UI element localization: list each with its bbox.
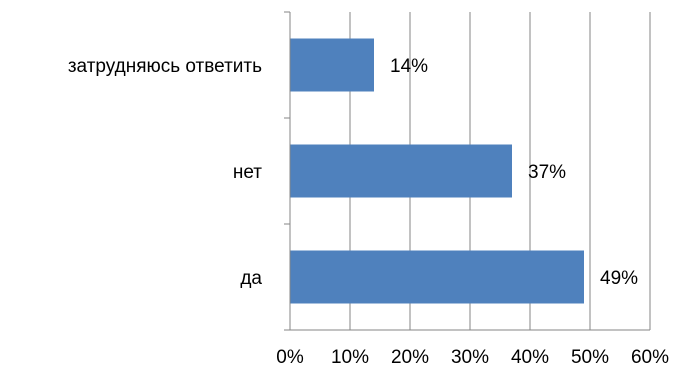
- x-tick-label: 50%: [571, 347, 609, 368]
- x-tick-label: 10%: [331, 347, 369, 368]
- category-label: да: [240, 268, 262, 289]
- x-tick-label: 30%: [451, 347, 489, 368]
- x-tick-label: 60%: [631, 347, 669, 368]
- x-tick-label: 20%: [391, 347, 429, 368]
- data-label: 14%: [390, 56, 428, 77]
- bar: [290, 38, 374, 92]
- category-label: нет: [233, 162, 262, 183]
- x-tick-label: 0%: [276, 347, 304, 368]
- category-label: затрудняюсь ответить: [68, 56, 262, 77]
- data-label: 37%: [528, 162, 566, 183]
- axes: [284, 11, 650, 331]
- data-label: 49%: [600, 268, 638, 289]
- bar: [290, 250, 584, 304]
- x-tick-label: 40%: [511, 347, 549, 368]
- bars: [290, 38, 584, 304]
- bar: [290, 144, 512, 198]
- labels: 0% 10% 20% 30% 40% 50% 60% да 49% нет 37% затрудняю…: [68, 56, 669, 368]
